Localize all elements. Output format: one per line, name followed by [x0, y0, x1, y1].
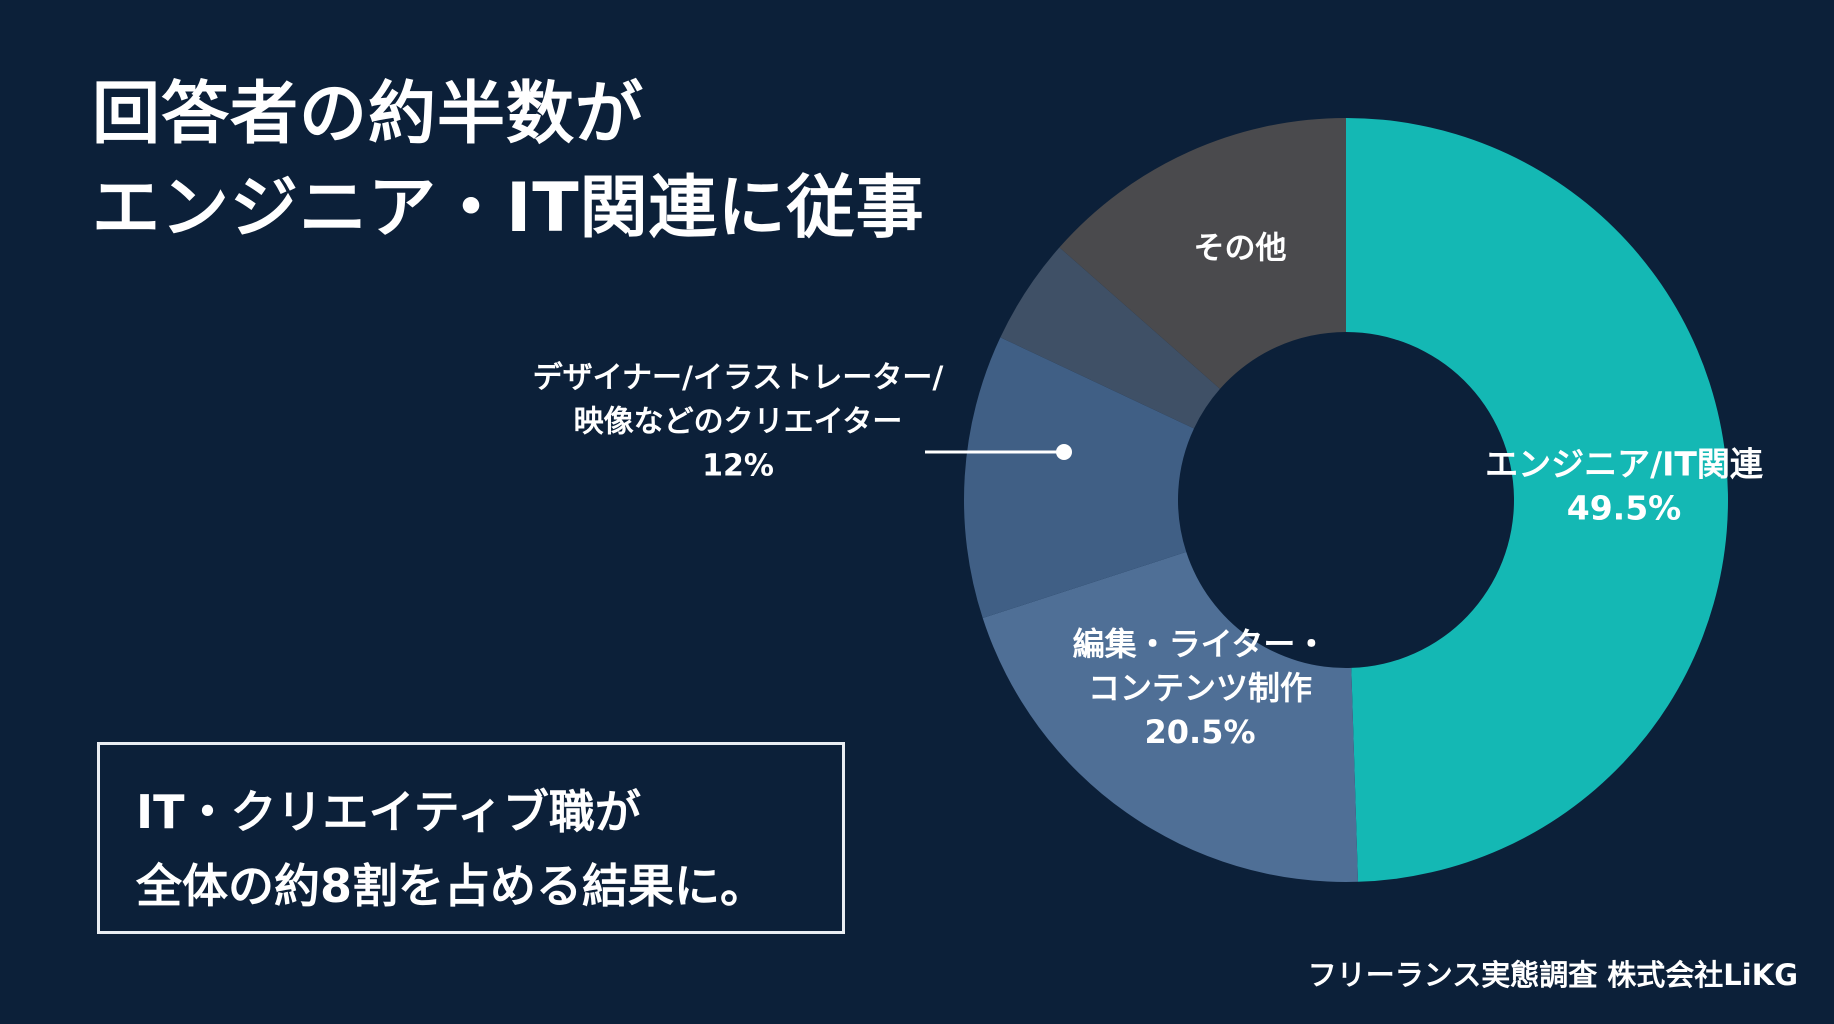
slice-value-label-1: 49.5%	[1567, 489, 1682, 528]
donut-slice-1	[1346, 118, 1728, 882]
callout-line-1: IT・クリエイティブ職が	[136, 785, 641, 839]
slice-label-1-line-1: エンジニア/IT関連	[1485, 445, 1764, 484]
headline: 回答者の約半数が エンジニア・IT関連に従事	[92, 68, 925, 256]
slice-label-3-line-2: 映像などのクリエイター	[574, 405, 903, 440]
callout-line-2: 全体の約8割を占める結果に。	[136, 859, 767, 913]
slice-value-label-3: 12%	[702, 449, 774, 484]
headline-line-2: エンジニア・IT関連に従事	[92, 169, 925, 248]
callout-box: IT・クリエイティブ職が 全体の約8割を占める結果に。	[97, 742, 845, 934]
donut-slice-3	[963, 337, 1194, 619]
slice-label-2-line-1: 編集・ライター・	[1073, 625, 1328, 663]
headline-line-1: 回答者の約半数が	[92, 75, 645, 154]
slice-value-label-2: 20.5%	[1144, 713, 1255, 751]
donut-slice-5	[1059, 118, 1346, 389]
slice-label-2-line-2: コンテンツ制作	[1088, 669, 1312, 707]
slice-label-5-line-1: その他	[1194, 231, 1287, 267]
source-note: フリーランス実態調査 株式会社LiKG	[1307, 958, 1798, 992]
designer-leader-dot	[1056, 444, 1072, 460]
slice-label-3-line-1: デザイナー/イラストレーター/	[533, 361, 944, 396]
donut-slice-2	[982, 551, 1358, 883]
donut-slice-4	[1000, 247, 1220, 429]
